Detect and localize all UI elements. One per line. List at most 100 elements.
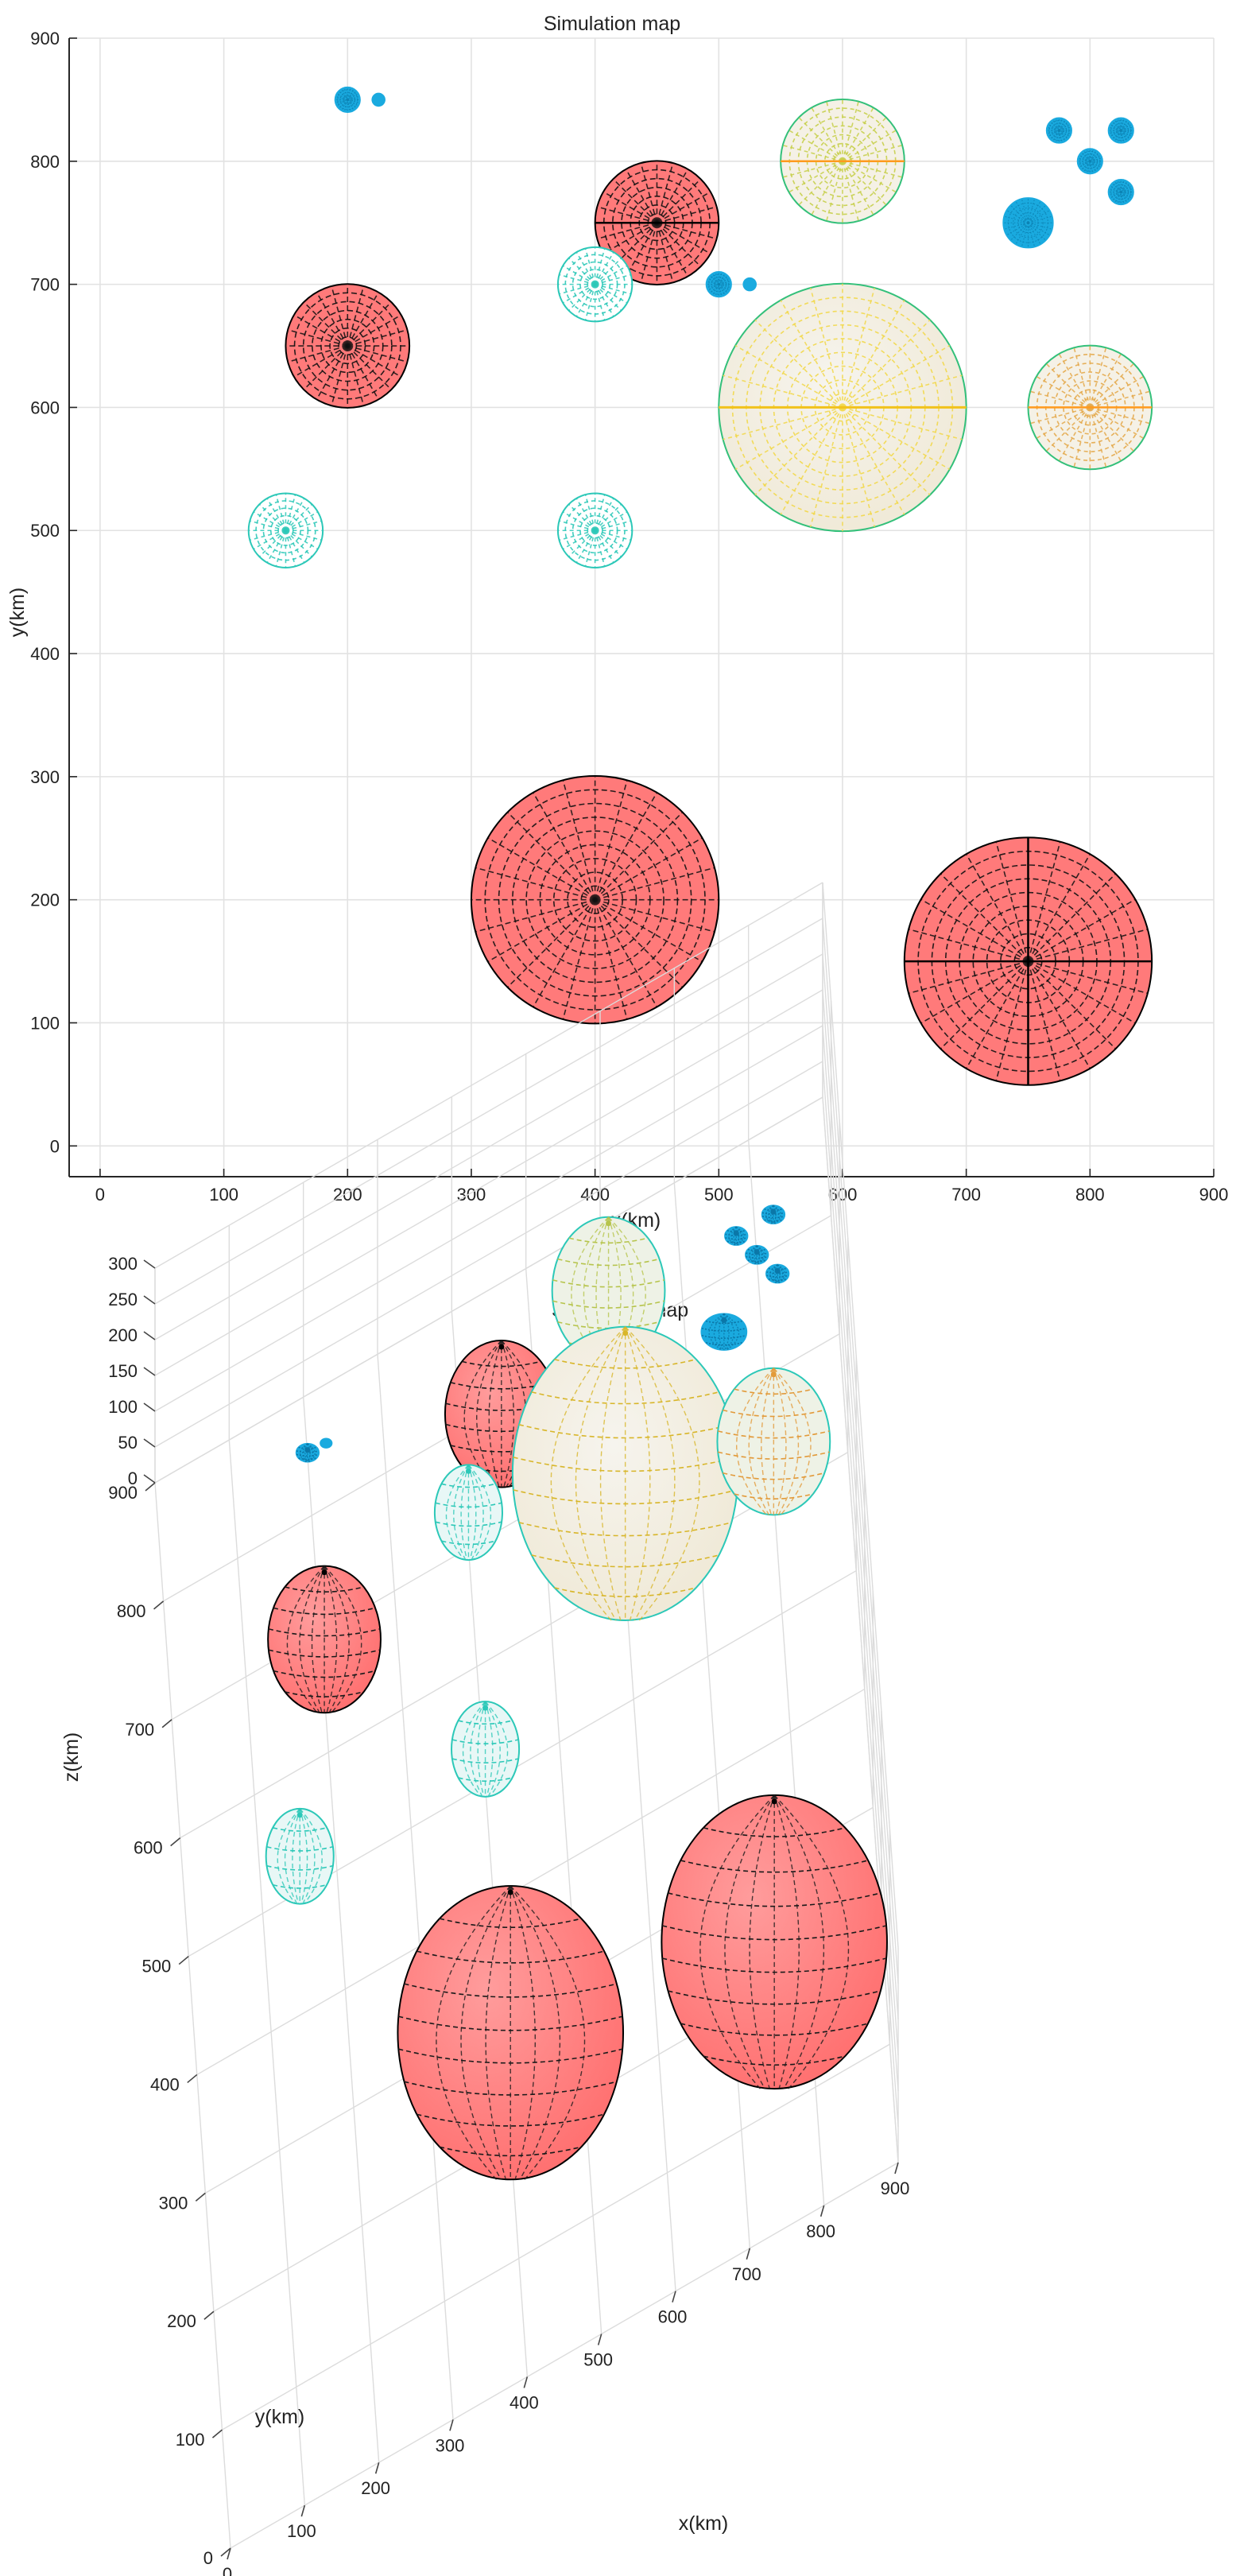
zone-spoke [275,530,287,567]
zone-spoke [1120,130,1132,138]
zone-spoke [798,117,843,162]
zone-spoke [780,300,843,408]
zone-spoke [1110,192,1122,199]
backwall-grid-z [154,918,823,1305]
bottom-plot: Simulation map 0501001502002503000100200… [60,882,909,2576]
zone-spoke [788,161,843,193]
zone-body [320,1437,333,1449]
zone-spoke [1120,183,1130,192]
zone-spoke [562,511,596,531]
zone-meridian [467,1465,477,1561]
zone-spoke [1120,192,1125,204]
zone-meridian [773,1368,812,1515]
zone-spoke [1090,157,1102,162]
zone-spoke [1036,375,1091,409]
zone-spoke [1058,130,1063,143]
zone-meridian [460,1465,470,1561]
zone-spoke [595,530,628,550]
zone-spoke [575,530,596,564]
zone-meridian [713,1313,725,1351]
floor-grid-y [180,1452,849,1839]
zone-spoke [266,498,287,531]
y-tick-label: 400 [30,644,60,664]
zone-spoke [1121,130,1133,134]
zone-spoke [1028,929,1149,962]
zone-parallel [705,1342,742,1346]
zone-spoke [347,345,392,390]
zone-ring [1118,127,1124,134]
z-tick-label: 150 [108,1361,138,1381]
bottom-y-axis-label: y(km) [255,2406,304,2428]
zone-spoke [1073,407,1091,467]
zone-spoke [595,511,628,531]
zone-sphere-top [1107,117,1134,144]
zone-sphere-top [903,836,1153,1086]
zone-meridian [749,1794,775,2089]
zone-meridian [307,1443,313,1462]
zone-spoke [718,284,723,297]
zone-meridian [485,1885,511,2180]
z-tick-label: 0 [128,1468,138,1488]
zone-sphere-top [334,86,361,113]
zone-apex [754,1249,760,1255]
zone-ring [713,278,725,290]
x-tick-label: 600 [658,2307,688,2327]
x-tick-label: 500 [704,1185,734,1205]
zone-parallel [703,2055,846,2066]
zone-parallel [518,1424,732,1439]
zone-spoke [347,292,379,347]
zone-spoke [1090,406,1150,425]
backwall-grid-z [154,953,823,1340]
zone-meridian [299,1808,316,1904]
zone-spoke [595,503,622,531]
zone-spoke [1111,192,1122,201]
zone-meridian [708,1313,725,1351]
zone-spoke [347,314,402,347]
zone-spoke [316,292,348,347]
x-tick-label: 0 [95,1185,105,1205]
zone-meridian [723,1313,740,1351]
zone-meridian [748,1368,774,1515]
z-tick-label: 50 [118,1433,138,1453]
zone-sphere-3d [433,1464,503,1562]
zone-meridian [463,1340,502,1488]
zone-sphere-3d [716,1367,831,1516]
zone-spoke [475,867,595,901]
zone-spoke [788,130,843,162]
zone-parallel [435,1521,502,1527]
zone-spoke [1004,222,1029,230]
zone-parallel [680,2023,869,2036]
zone-spoke [1083,161,1091,173]
zone-spoke [250,530,286,541]
zone-spoke [1052,130,1060,142]
zone-spoke [734,344,843,409]
zone-spoke [842,130,897,162]
zone-parallel [725,1237,748,1240]
zone-spoke [1073,347,1091,408]
zone-meridian [550,1326,626,1621]
y-tick-label: 0 [50,1136,60,1156]
zone-apex [465,1468,471,1474]
zone-meridian [571,1216,610,1364]
zone-meridian [773,1794,850,2089]
zone-parallel [554,1587,696,1597]
bottom-ticks: 0 50 100 150 200 250 300 0 100 200 300 400 500 600 700… [108,1254,909,2576]
zone-spoke [842,374,963,409]
zone-spoke [1080,161,1091,171]
y-tick-label: 600 [134,1838,163,1858]
top-axes: 0 100 200 300 400 500 600 700 800 900 0 100 200 300 40… [30,29,1228,1205]
y-tick-label: 200 [30,890,60,910]
zone-spoke [595,283,631,295]
zone-spoke [1004,215,1029,223]
x-tick [449,2419,454,2431]
zone-spoke [1052,119,1060,131]
zone-spoke [347,345,365,406]
zone-spoke [798,161,843,206]
y-tick-label: 100 [30,1013,60,1033]
zone-spoke [826,101,843,162]
zone-parallel [766,1271,789,1274]
x-tick-label: 700 [732,2264,761,2284]
zone-parallel [439,2146,582,2157]
zone-meridian [277,1808,300,1905]
zone-ring [1115,186,1126,198]
